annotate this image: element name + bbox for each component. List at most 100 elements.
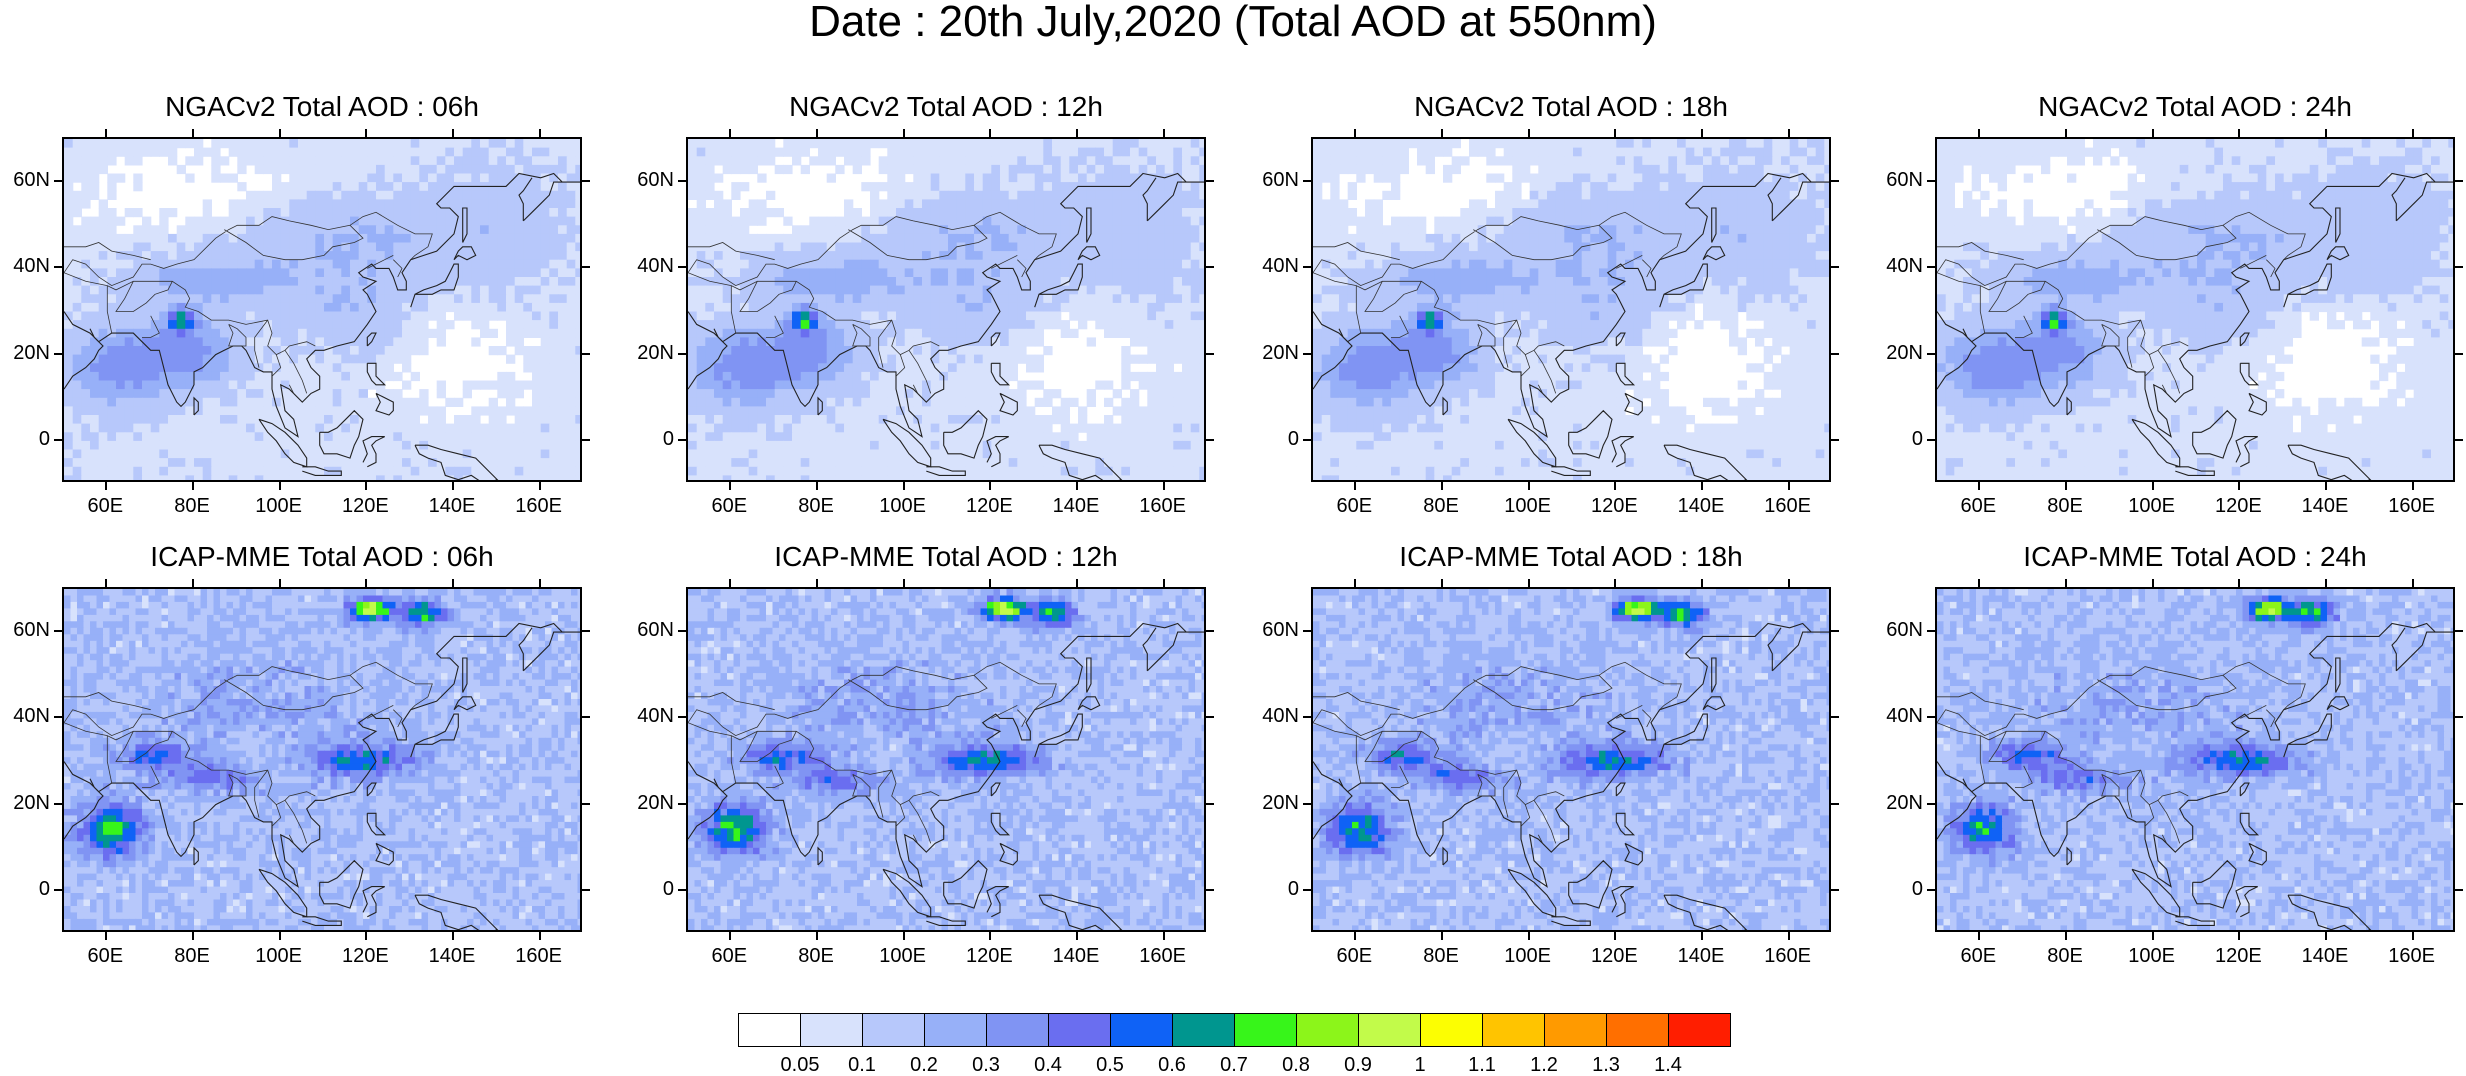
y-tick (582, 716, 590, 718)
y-tick-label: 60N (624, 170, 674, 190)
y-tick (678, 630, 686, 632)
y-tick (1303, 439, 1311, 441)
colorbar-label: 1.4 (1643, 1055, 1693, 1075)
x-tick-label: 140E (1671, 946, 1731, 966)
y-tick (54, 630, 62, 632)
panel-title: NGACv2 Total AOD : 12h (626, 93, 1266, 121)
x-tick-label: 100E (873, 496, 933, 516)
x-tick-label: 60E (699, 946, 759, 966)
panel-title: ICAP-MME Total AOD : 24h (1875, 543, 2466, 571)
x-tick (2152, 932, 2154, 940)
colorbar-swatch (1358, 1013, 1421, 1047)
x-tick-label: 120E (1584, 496, 1644, 516)
x-tick (1528, 932, 1530, 940)
y-tick (1927, 889, 1935, 891)
colorbar-label: 0.7 (1209, 1055, 1259, 1075)
y-tick (54, 439, 62, 441)
x-tick-label: 80E (162, 946, 222, 966)
x-tick (2238, 482, 2240, 490)
x-tick (729, 932, 731, 940)
y-tick (1927, 266, 1935, 268)
x-tick (1701, 129, 1703, 137)
y-tick-label: 60N (624, 620, 674, 640)
x-tick-label: 100E (2122, 496, 2182, 516)
y-tick (1831, 630, 1839, 632)
y-tick (1831, 266, 1839, 268)
y-tick-label: 40N (1873, 256, 1923, 276)
x-tick (1701, 579, 1703, 587)
y-tick (1303, 889, 1311, 891)
aod-field (64, 589, 582, 932)
x-tick (539, 482, 541, 490)
x-tick (1163, 482, 1165, 490)
y-tick-label: 0 (1249, 429, 1299, 449)
x-tick (1076, 129, 1078, 137)
x-tick-label: 80E (162, 496, 222, 516)
colorbar-label: 0.05 (775, 1055, 825, 1075)
x-tick-label: 120E (335, 496, 395, 516)
x-tick-label: 120E (2208, 496, 2268, 516)
x-tick (192, 482, 194, 490)
y-tick (582, 630, 590, 632)
y-tick (678, 889, 686, 891)
y-tick-label: 20N (1249, 793, 1299, 813)
x-tick (1701, 932, 1703, 940)
x-tick (365, 932, 367, 940)
x-tick (2325, 482, 2327, 490)
x-tick (2065, 129, 2067, 137)
y-tick-label: 60N (1249, 170, 1299, 190)
colorbar-label: 0.6 (1147, 1055, 1197, 1075)
x-tick (1441, 129, 1443, 137)
colorbar-swatch (986, 1013, 1049, 1047)
y-tick (678, 716, 686, 718)
y-tick (2455, 180, 2463, 182)
map-plot-area (62, 587, 582, 932)
y-tick-label: 20N (1249, 343, 1299, 363)
x-tick-label: 100E (249, 496, 309, 516)
y-tick (1831, 353, 1839, 355)
colorbar-label: 0.8 (1271, 1055, 1321, 1075)
x-tick-label: 80E (2035, 946, 2095, 966)
y-tick-label: 20N (624, 793, 674, 813)
y-tick (1206, 630, 1214, 632)
x-tick (1978, 579, 1980, 587)
x-tick (2325, 579, 2327, 587)
colorbar-label: 1.2 (1519, 1055, 1569, 1075)
y-tick (2455, 266, 2463, 268)
x-tick (1788, 932, 1790, 940)
y-tick (1831, 803, 1839, 805)
panel-title: ICAP-MME Total AOD : 18h (1251, 543, 1891, 571)
x-tick-label: 160E (1133, 496, 1193, 516)
colorbar-swatch (1482, 1013, 1545, 1047)
x-tick-label: 60E (75, 946, 135, 966)
colorbar-swatch (738, 1013, 801, 1047)
y-tick (678, 439, 686, 441)
panel-title: NGACv2 Total AOD : 18h (1251, 93, 1891, 121)
panel-title: ICAP-MME Total AOD : 06h (2, 543, 642, 571)
y-tick (1927, 630, 1935, 632)
y-tick (54, 353, 62, 355)
y-tick (2455, 889, 2463, 891)
x-tick (1788, 482, 1790, 490)
y-tick-label: 40N (1873, 706, 1923, 726)
y-tick (678, 266, 686, 268)
y-tick (1927, 180, 1935, 182)
x-tick (192, 129, 194, 137)
colorbar-label: 0.1 (837, 1055, 887, 1075)
x-tick (989, 129, 991, 137)
x-tick (539, 579, 541, 587)
x-tick (452, 579, 454, 587)
x-tick-label: 120E (959, 496, 1019, 516)
x-tick (279, 932, 281, 940)
x-tick (1614, 579, 1616, 587)
colorbar-swatch (1048, 1013, 1111, 1047)
y-tick-label: 40N (1249, 706, 1299, 726)
y-tick (1927, 439, 1935, 441)
map-plot-area (1311, 137, 1831, 482)
x-tick (2412, 932, 2414, 940)
x-tick-label: 160E (1758, 496, 1818, 516)
x-tick (2325, 129, 2327, 137)
x-tick (1354, 482, 1356, 490)
x-tick (452, 932, 454, 940)
x-tick (279, 579, 281, 587)
